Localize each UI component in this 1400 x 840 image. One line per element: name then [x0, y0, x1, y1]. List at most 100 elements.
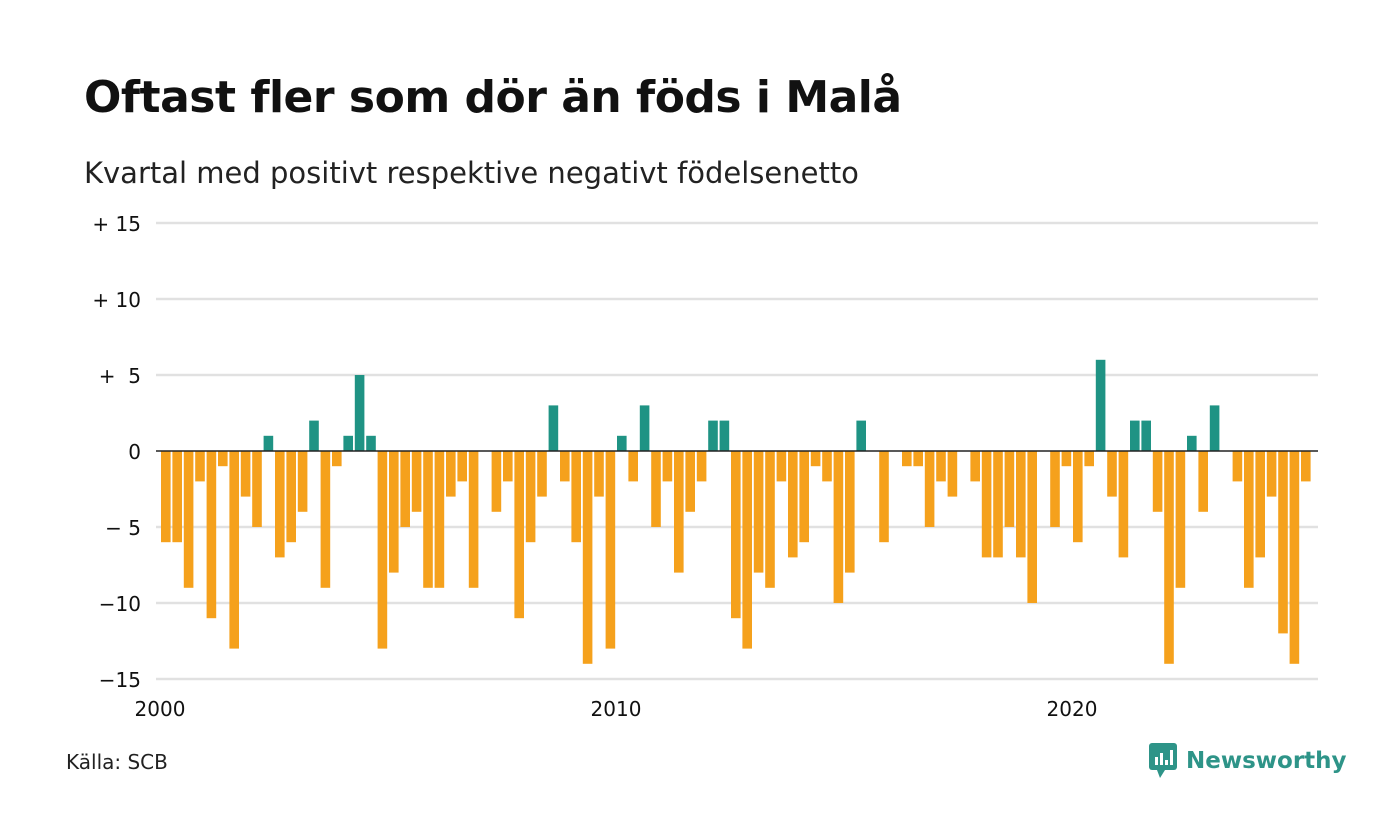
- brand-name: Newsworthy: [1186, 748, 1347, 774]
- bar-positive: [856, 420, 866, 451]
- bar-negative: [1278, 451, 1288, 634]
- bar-negative: [765, 451, 775, 588]
- bar-negative: [1198, 451, 1208, 512]
- bar-negative: [240, 451, 251, 497]
- bar-negative: [628, 451, 638, 482]
- bar-negative: [1118, 451, 1129, 558]
- bar-negative: [822, 451, 832, 482]
- bar-negative: [936, 451, 946, 482]
- bar-negative: [1061, 451, 1072, 467]
- bar-positive: [343, 435, 353, 451]
- x-tick-label: 2000: [135, 697, 186, 721]
- bar-negative: [1050, 451, 1060, 527]
- source-note: Källa: SCB: [66, 750, 168, 774]
- bar-negative: [947, 451, 958, 497]
- bar-positive: [366, 435, 376, 451]
- bar-negative: [286, 451, 296, 543]
- y-tick-label: 0: [128, 440, 141, 464]
- bar-negative: [833, 451, 844, 603]
- bar-negative: [651, 451, 661, 527]
- bar-negative: [275, 451, 285, 558]
- bar-positive: [309, 420, 319, 451]
- y-tick-label: − 5: [105, 516, 141, 540]
- bar-negative: [297, 451, 308, 512]
- bar-negative: [799, 451, 809, 543]
- bar-negative: [993, 451, 1003, 558]
- bar-negative: [582, 451, 593, 664]
- bar-negative: [1152, 451, 1163, 512]
- y-tick-label: + 10: [92, 288, 141, 312]
- bar-negative: [924, 451, 935, 527]
- bar-negative: [172, 451, 182, 543]
- bar-negative: [252, 451, 262, 527]
- axes: + 15 + 10 + 5 0 − 5 −10 −15 2000 2010 2020: [92, 212, 1318, 721]
- bar-negative: [537, 451, 547, 497]
- x-tick-label: 2010: [591, 697, 642, 721]
- bar-negative: [674, 451, 684, 573]
- bar-negative: [776, 451, 787, 482]
- bar-negative: [1016, 451, 1026, 558]
- bar-negative: [491, 451, 502, 512]
- bar-negative: [446, 451, 456, 497]
- bar-negative: [902, 451, 912, 467]
- bar-negative: [1027, 451, 1037, 603]
- bar-positive: [548, 405, 559, 451]
- bar-negative: [423, 451, 433, 588]
- bar-negative: [183, 451, 194, 588]
- bar-negative: [229, 451, 239, 649]
- bar-negative: [788, 451, 798, 558]
- bar-positive: [1209, 405, 1220, 451]
- bar-negative: [560, 451, 570, 482]
- bar-negative: [1266, 451, 1277, 497]
- chart-subtitle: Kvartal med positivt respektive negativt…: [84, 156, 859, 190]
- bar-negative: [434, 451, 445, 588]
- y-tick-label: + 5: [99, 364, 141, 388]
- bar-negative: [503, 451, 513, 482]
- bar-negative: [320, 451, 331, 588]
- bar-negative: [1244, 451, 1254, 588]
- y-tick-label: −15: [99, 668, 141, 692]
- bar-negative: [206, 451, 217, 619]
- x-tick-label: 2020: [1047, 697, 1098, 721]
- y-tick-label: −10: [99, 592, 141, 616]
- bar-negative: [605, 451, 616, 649]
- bar-negative: [594, 451, 604, 497]
- bar-negative: [810, 451, 821, 467]
- bar-negative: [389, 451, 399, 573]
- bar-negative: [696, 451, 707, 482]
- bars: [161, 359, 1311, 664]
- bar-negative: [195, 451, 205, 482]
- bar-negative: [970, 451, 980, 482]
- brand-logo: Newsworthy: [1148, 742, 1347, 780]
- bar-positive: [1130, 420, 1140, 451]
- bar-negative: [411, 451, 422, 512]
- y-tick-label: + 15: [92, 212, 141, 236]
- bar-positive: [263, 435, 274, 451]
- chart-title: Oftast fler som dör än föds i Malå: [84, 72, 902, 123]
- bar-negative: [981, 451, 992, 558]
- bar-negative: [1164, 451, 1174, 664]
- bar-positive: [1141, 420, 1151, 451]
- bar-positive: [719, 420, 730, 451]
- bar-negative: [218, 451, 228, 467]
- bar-negative: [571, 451, 581, 543]
- bar-negative: [161, 451, 171, 543]
- bar-negative: [845, 451, 855, 573]
- bar-negative: [377, 451, 388, 649]
- bar-negative: [1175, 451, 1186, 588]
- bar-negative: [1289, 451, 1300, 664]
- bar-negative: [514, 451, 524, 619]
- bar-negative: [1084, 451, 1094, 467]
- bar-positive: [1187, 435, 1197, 451]
- bar-positive: [1095, 359, 1106, 451]
- bar-negative: [457, 451, 467, 482]
- bar-negative: [1107, 451, 1117, 497]
- bar-negative: [525, 451, 536, 543]
- bar-negative: [731, 451, 741, 619]
- bar-chart: + 15 + 10 + 5 0 − 5 −10 −15 2000 2010 2020: [92, 212, 1318, 721]
- bar-negative: [685, 451, 695, 512]
- bar-negative: [1255, 451, 1265, 558]
- bar-negative: [913, 451, 923, 467]
- bar-negative: [1301, 451, 1311, 482]
- bar-negative: [332, 451, 342, 467]
